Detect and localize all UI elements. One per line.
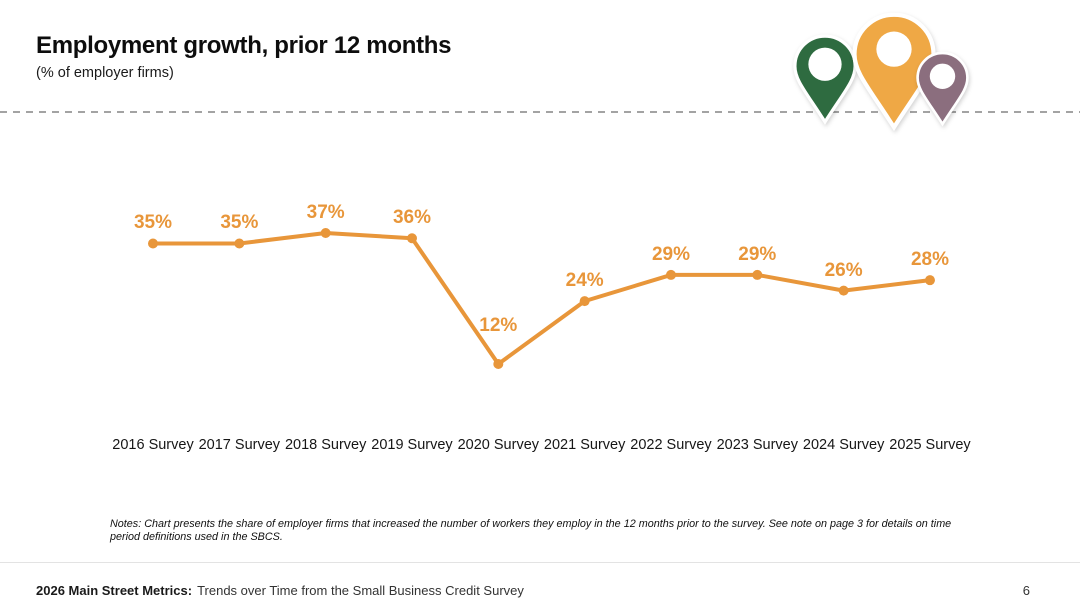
chart-notes: Notes: Chart presents the share of emplo… [110, 518, 952, 543]
x-axis-label: 2017 Survey [198, 437, 281, 453]
data-point-marker [148, 238, 158, 249]
report-title: 2026 Main Street Metrics: [36, 583, 193, 598]
data-point-label: 28% [910, 249, 949, 271]
data-point-marker [406, 233, 417, 244]
x-axis-label: 2020 Survey [457, 437, 540, 453]
line-chart: 35% 35% 37% 36% 12% 24% 29% 29% 26% 28% 2016 Surve… [0, 170, 1080, 480]
data-point-marker [665, 269, 676, 280]
data-point-marker [320, 228, 331, 238]
page-number: 6 [1022, 583, 1030, 598]
x-axis-label: 2021 Survey [543, 437, 626, 453]
orange-map-pin-icon [852, 8, 936, 134]
report-subtitle: Trends over Time from the Small Business… [197, 583, 524, 598]
data-point-label: 12% [479, 315, 518, 336]
data-point-label: 35% [133, 212, 173, 234]
map-pins-logo [780, 0, 1080, 145]
data-point-label: 26% [824, 259, 863, 281]
footer: 2026 Main Street Metrics: Trends over Ti… [36, 583, 1044, 598]
data-point-marker [234, 238, 245, 249]
x-axis-label: 2022 Survey [630, 437, 712, 453]
footer-divider [0, 562, 1080, 563]
x-axis-label: 2024 Survey [802, 437, 885, 453]
page-title: Employment growth, prior 12 months [36, 32, 452, 59]
data-point-label: 36% [392, 207, 431, 229]
data-point-marker [838, 285, 849, 296]
data-point-marker [579, 296, 590, 307]
data-point-label: 29% [651, 243, 690, 265]
data-point-label: 24% [565, 270, 604, 292]
data-point-label: 29% [738, 243, 777, 265]
data-point-marker [924, 275, 935, 286]
data-point-label: 37% [306, 202, 345, 223]
data-point-marker [493, 359, 504, 369]
data-point-marker [752, 269, 763, 280]
header: Employment growth, prior 12 months (% of… [36, 32, 451, 81]
x-axis-label: 2016 Survey [112, 437, 194, 453]
data-point-label: 35% [220, 212, 259, 234]
data-series-line [151, 231, 932, 366]
x-axis-label: 2023 Survey [716, 437, 799, 453]
x-axis-label: 2025 Survey [889, 437, 971, 453]
x-axis-label: 2019 Survey [371, 437, 453, 453]
purple-map-pin-icon [916, 48, 969, 129]
x-axis-label: 2018 Survey [284, 437, 367, 453]
dashed-divider [0, 111, 1080, 113]
page-subtitle: (% of employer firms) [36, 65, 174, 81]
green-map-pin-icon [793, 26, 857, 132]
line-chart-canvas [148, 228, 935, 369]
